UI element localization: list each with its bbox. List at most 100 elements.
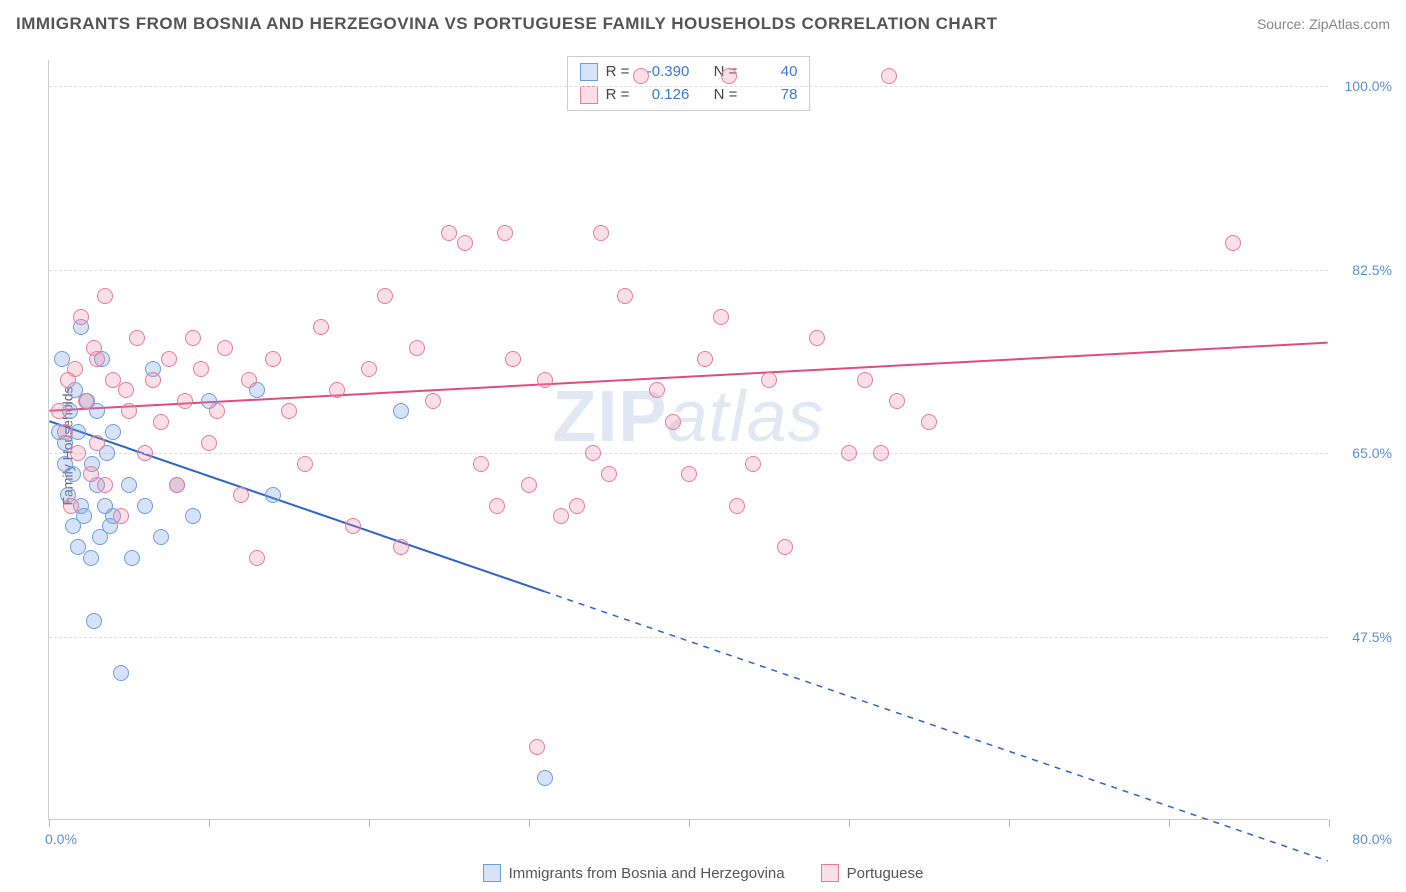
data-point-portuguese	[97, 288, 113, 304]
data-point-portuguese	[713, 309, 729, 325]
swatch-bosnia	[580, 63, 598, 81]
data-point-portuguese	[361, 361, 377, 377]
data-point-portuguese	[665, 414, 681, 430]
data-point-portuguese	[70, 445, 86, 461]
data-point-portuguese	[537, 372, 553, 388]
data-point-portuguese	[89, 435, 105, 451]
data-point-portuguese	[73, 309, 89, 325]
data-point-portuguese	[313, 319, 329, 335]
data-point-portuguese	[1225, 235, 1241, 251]
data-point-bosnia	[113, 665, 129, 681]
data-point-portuguese	[113, 508, 129, 524]
trend-line-bosnia	[49, 421, 544, 591]
legend-item-bosnia: Immigrants from Bosnia and Herzegovina	[483, 864, 785, 882]
data-point-portuguese	[137, 445, 153, 461]
data-point-portuguese	[569, 498, 585, 514]
data-point-portuguese	[241, 372, 257, 388]
data-point-portuguese	[745, 456, 761, 472]
data-point-portuguese	[377, 288, 393, 304]
data-point-portuguese	[553, 508, 569, 524]
data-point-portuguese	[761, 372, 777, 388]
data-point-portuguese	[697, 351, 713, 367]
x-tick	[209, 819, 210, 827]
data-point-portuguese	[297, 456, 313, 472]
data-point-portuguese	[873, 445, 889, 461]
legend-item-portuguese: Portuguese	[821, 864, 924, 882]
data-point-portuguese	[497, 225, 513, 241]
data-point-bosnia	[137, 498, 153, 514]
data-point-portuguese	[118, 382, 134, 398]
x-tick	[1329, 819, 1330, 827]
data-point-portuguese	[721, 68, 737, 84]
data-point-portuguese	[857, 372, 873, 388]
title-bar: IMMIGRANTS FROM BOSNIA AND HERZEGOVINA V…	[16, 14, 1390, 34]
data-point-portuguese	[51, 403, 67, 419]
data-point-bosnia	[65, 466, 81, 482]
data-point-portuguese	[473, 456, 489, 472]
legend-label: Immigrants from Bosnia and Herzegovina	[509, 865, 785, 882]
trend-lines	[49, 60, 1328, 819]
data-point-portuguese	[145, 372, 161, 388]
data-point-portuguese	[841, 445, 857, 461]
gridline-h	[49, 270, 1328, 271]
data-point-portuguese	[177, 393, 193, 409]
data-point-bosnia	[105, 424, 121, 440]
data-point-portuguese	[169, 477, 185, 493]
data-point-portuguese	[529, 739, 545, 755]
scatter-plot: ZIPatlas R =-0.390 N =40R =0.126 N =78 0…	[48, 60, 1328, 820]
swatch-portuguese	[821, 864, 839, 882]
data-point-portuguese	[809, 330, 825, 346]
data-point-portuguese	[78, 393, 94, 409]
correlation-stats-box: R =-0.390 N =40R =0.126 N =78	[567, 56, 811, 111]
x-tick	[1009, 819, 1010, 827]
data-point-bosnia	[265, 487, 281, 503]
legend-label: Portuguese	[847, 865, 924, 882]
data-point-portuguese	[193, 361, 209, 377]
data-point-portuguese	[681, 466, 697, 482]
gridline-h	[49, 637, 1328, 638]
data-point-portuguese	[89, 351, 105, 367]
data-point-portuguese	[185, 330, 201, 346]
data-point-portuguese	[63, 498, 79, 514]
data-point-portuguese	[633, 68, 649, 84]
y-tick-label: 100.0%	[1336, 78, 1392, 94]
data-point-portuguese	[649, 382, 665, 398]
x-max-label: 80.0%	[1352, 831, 1392, 847]
swatch-bosnia	[483, 864, 501, 882]
n-value: 40	[745, 61, 797, 84]
data-point-portuguese	[67, 361, 83, 377]
data-point-portuguese	[729, 498, 745, 514]
data-point-portuguese	[921, 414, 937, 430]
data-point-bosnia	[153, 529, 169, 545]
data-point-portuguese	[265, 351, 281, 367]
gridline-h	[49, 453, 1328, 454]
y-tick-label: 65.0%	[1336, 445, 1392, 461]
data-point-portuguese	[521, 477, 537, 493]
data-point-portuguese	[209, 403, 225, 419]
data-point-portuguese	[329, 382, 345, 398]
data-point-portuguese	[881, 68, 897, 84]
data-point-bosnia	[393, 403, 409, 419]
data-point-portuguese	[233, 487, 249, 503]
data-point-portuguese	[617, 288, 633, 304]
chart-title: IMMIGRANTS FROM BOSNIA AND HERZEGOVINA V…	[16, 14, 998, 34]
data-point-portuguese	[281, 403, 297, 419]
x-tick	[849, 819, 850, 827]
data-point-portuguese	[97, 477, 113, 493]
r-label: R =	[606, 61, 630, 84]
gridline-h	[49, 86, 1328, 87]
x-tick	[689, 819, 690, 827]
data-point-portuguese	[505, 351, 521, 367]
data-point-bosnia	[83, 550, 99, 566]
y-tick-label: 82.5%	[1336, 262, 1392, 278]
data-point-bosnia	[76, 508, 92, 524]
x-tick	[49, 819, 50, 827]
data-point-portuguese	[393, 539, 409, 555]
data-point-portuguese	[201, 435, 217, 451]
data-point-bosnia	[86, 613, 102, 629]
legend: Immigrants from Bosnia and Herzegovina Po…	[0, 864, 1406, 882]
data-point-portuguese	[585, 445, 601, 461]
data-point-portuguese	[217, 340, 233, 356]
y-tick-label: 47.5%	[1336, 629, 1392, 645]
data-point-portuguese	[121, 403, 137, 419]
